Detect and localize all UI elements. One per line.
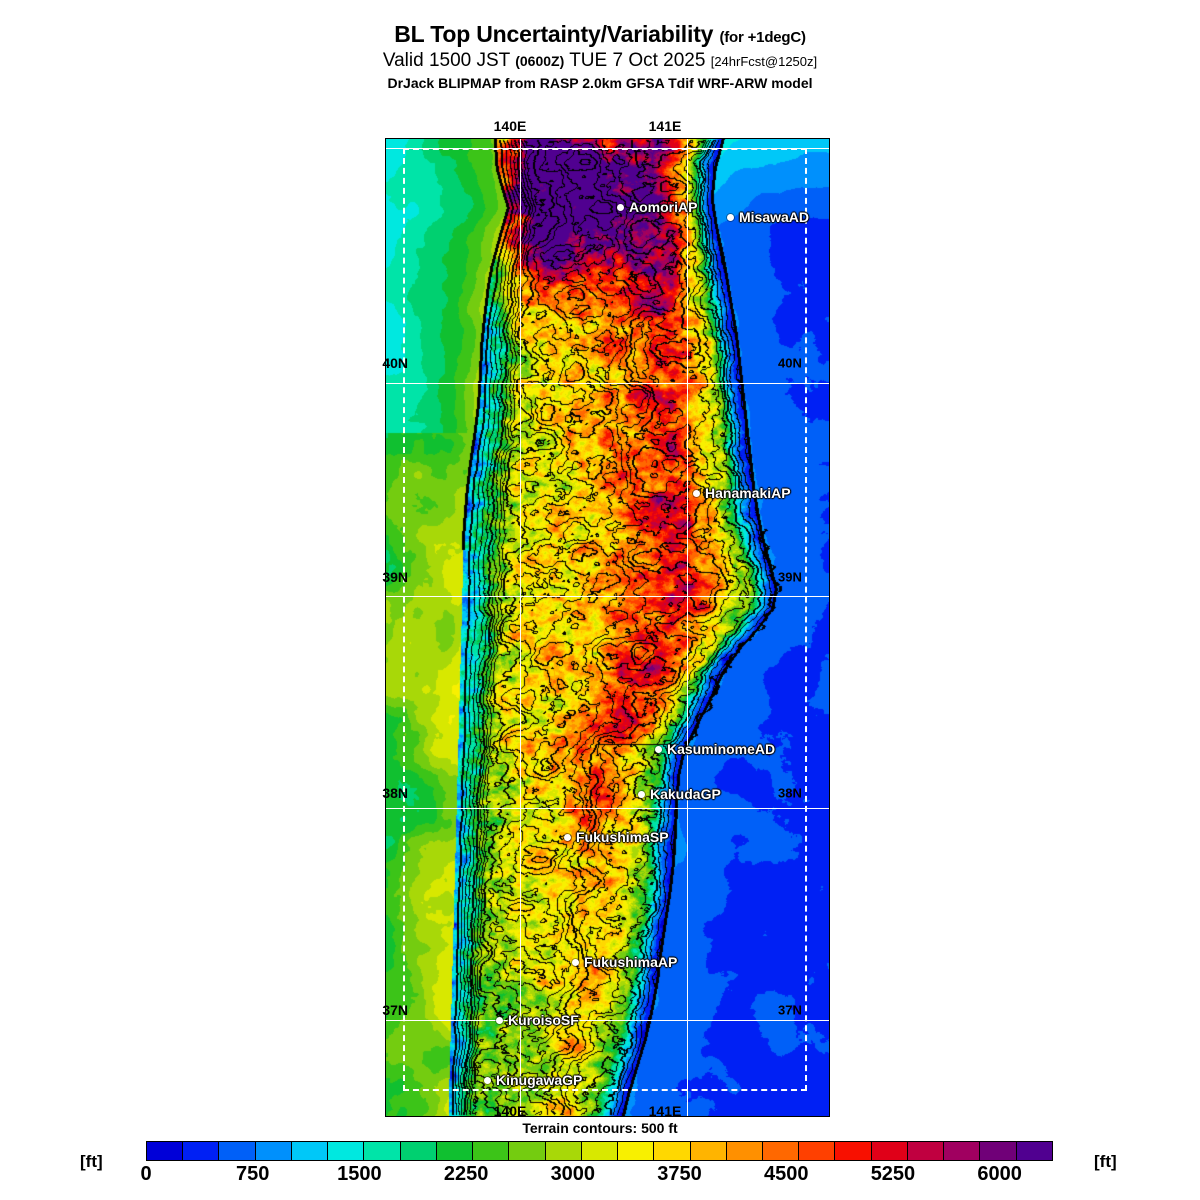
station-dot-icon — [572, 958, 579, 966]
lat-tick-label-left: 37N — [382, 1002, 408, 1018]
map-station-marker[interactable]: KuroisoSF — [496, 1012, 579, 1028]
title-sub-text: (for +1degC) — [719, 29, 806, 46]
forecast-map[interactable]: AomoriAP MisawaAD HanamakiAP KasuminomeAD Ka… — [385, 138, 830, 1117]
valid-utc: (0600Z) — [515, 53, 565, 70]
colorbar-segment — [690, 1142, 727, 1160]
station-label: AomoriAP — [629, 199, 698, 215]
lon-tick-label-top: 140E — [493, 118, 527, 134]
colorbar-segment — [581, 1142, 619, 1160]
station-label: KakudaGP — [650, 786, 721, 802]
lon-tick-label-top: 141E — [648, 118, 682, 134]
map-gridline-lon — [687, 139, 688, 1116]
colorbar-segment — [291, 1142, 329, 1160]
colorbar-segment — [473, 1142, 510, 1160]
colorbar-tick: 5250 — [870, 1163, 916, 1185]
colorbar-segment — [255, 1142, 292, 1160]
map-station-marker[interactable]: KasuminomeAD — [655, 741, 775, 757]
colorbar-segment — [328, 1142, 365, 1160]
title-main-text: BL Top Uncertainty/Variability — [394, 21, 714, 47]
station-dot-icon — [617, 203, 624, 211]
station-label: FukushimaSP — [576, 829, 669, 845]
colorbar-segment — [980, 1142, 1017, 1160]
colorbar-tick: 3750 — [657, 1163, 702, 1185]
colorbar-segment — [835, 1142, 872, 1160]
colorbar-tick: 4500 — [763, 1163, 809, 1185]
station-label: KuroisoSF — [508, 1012, 579, 1028]
colorbar-tick-labels: 0 750 1500 2250 3000 3750 4500 5250 6000 — [140, 1163, 1053, 1193]
title-block: BL Top Uncertainty/Variability (for +1de… — [0, 0, 1200, 91]
colorbar-segment — [364, 1142, 401, 1160]
colorbar[interactable] — [146, 1141, 1053, 1161]
valid-date: TUE 7 Oct 2025 — [569, 50, 706, 72]
map-station-marker[interactable]: FukushimaSP — [564, 829, 669, 845]
station-label: HanamakiAP — [705, 485, 791, 501]
lat-tick-label-left: 38N — [382, 785, 408, 801]
lat-tick-label-right: 40N — [778, 355, 802, 371]
valid-time-line: Valid 1500 JST (0600Z) TUE 7 Oct 2025 [2… — [0, 51, 1200, 71]
colorbar-unit-right: [ft] — [1094, 1152, 1117, 1171]
map-station-marker[interactable]: AomoriAP — [617, 199, 697, 215]
colorbar-segment — [147, 1142, 184, 1160]
map-subdomain-box — [403, 148, 807, 1091]
colorbar-tick: 0 — [140, 1163, 152, 1185]
station-label: FukushimaAP — [584, 954, 678, 970]
lat-tick-label-right: 39N — [778, 569, 802, 585]
station-dot-icon — [638, 790, 645, 798]
map-station-marker[interactable]: HanamakiAP — [693, 485, 791, 501]
map-gridline-lat — [386, 808, 829, 809]
station-label: KinugawaGP — [496, 1072, 583, 1088]
colorbar-tick: 1500 — [337, 1163, 382, 1185]
colorbar-tick: 6000 — [977, 1163, 1022, 1185]
map-station-marker[interactable]: FukushimaAP — [572, 954, 677, 970]
colorbar-segment — [799, 1142, 836, 1160]
colorbar-segment — [907, 1142, 945, 1160]
map-station-marker[interactable]: KakudaGP — [638, 786, 721, 802]
map-station-marker[interactable]: MisawaAD — [727, 209, 809, 225]
colorbar-segment — [762, 1142, 800, 1160]
station-dot-icon — [484, 1076, 491, 1084]
model-description: DrJack BLIPMAP from RASP 2.0km GFSA Tdif… — [387, 75, 813, 92]
station-dot-icon — [496, 1016, 503, 1024]
colorbar-tick: 2250 — [443, 1163, 489, 1185]
colorbar-segment — [726, 1142, 763, 1160]
lon-tick-label-bottom: 141E — [648, 1103, 682, 1119]
colorbar-segment — [618, 1142, 655, 1160]
colorbar-tick: 3000 — [550, 1163, 596, 1185]
map-gridline-lat — [386, 1020, 829, 1021]
colorbar-segment — [400, 1142, 437, 1160]
map-gridline-lon — [520, 139, 521, 1116]
station-label: KasuminomeAD — [667, 741, 776, 757]
lat-tick-label-left: 39N — [382, 569, 408, 585]
station-dot-icon — [655, 745, 662, 753]
station-dot-icon — [727, 213, 734, 221]
lat-tick-label-right: 37N — [778, 1002, 802, 1018]
lat-tick-label-left: 40N — [382, 355, 408, 371]
map-gridline-lat — [386, 383, 829, 384]
valid-prefix: Valid 1500 JST — [382, 50, 510, 72]
lat-tick-label-right: 38N — [778, 785, 802, 801]
colorbar-segment — [183, 1142, 220, 1160]
colorbar-segment — [1016, 1142, 1052, 1160]
colorbar-unit-left: [ft] — [80, 1152, 103, 1171]
colorbar-segment — [509, 1142, 546, 1160]
colorbar-segment — [436, 1142, 474, 1160]
map-overlay: AomoriAP MisawaAD HanamakiAP KasuminomeAD Ka… — [386, 139, 829, 1116]
station-dot-icon — [693, 489, 700, 497]
colorbar-segment — [219, 1142, 256, 1160]
colorbar-tick: 750 — [236, 1163, 270, 1185]
station-label: MisawaAD — [739, 209, 810, 225]
colorbar-segment — [871, 1142, 908, 1160]
lon-tick-label-bottom: 140E — [493, 1103, 527, 1119]
map-station-marker[interactable]: KinugawaGP — [484, 1072, 582, 1088]
colorbar-segment — [545, 1142, 582, 1160]
map-raster — [386, 139, 829, 1116]
colorbar-segment — [654, 1142, 691, 1160]
map-gridline-lat — [386, 596, 829, 597]
forecast-stamp: [24hrFcst@1250z] — [710, 54, 818, 70]
colorbar-segment — [944, 1142, 981, 1160]
page-title: BL Top Uncertainty/Variability (for +1de… — [0, 22, 1200, 46]
terrain-contour-note: Terrain contours: 500 ft — [522, 1120, 678, 1136]
station-dot-icon — [564, 833, 571, 841]
